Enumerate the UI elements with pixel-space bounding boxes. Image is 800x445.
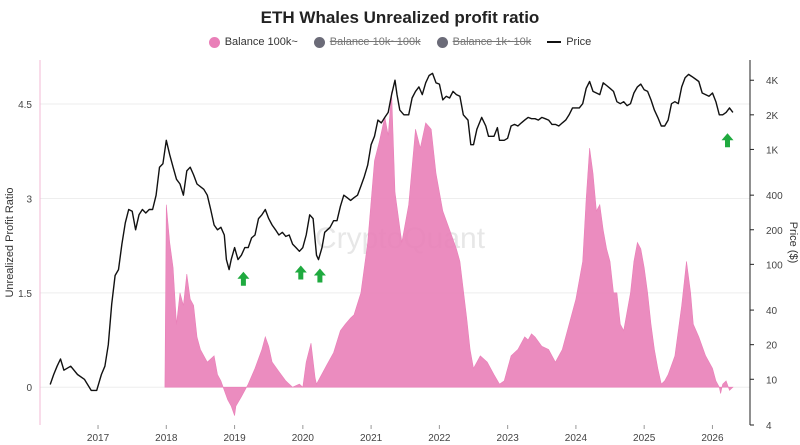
y-left-tick-label: 3 — [26, 194, 32, 205]
x-tick-label: 2020 — [292, 433, 315, 444]
y-right-tick-label: 4K — [766, 76, 779, 87]
legend-dot-icon — [208, 36, 220, 48]
chart-title: ETH Whales Unrealized profit ratio — [260, 8, 540, 27]
x-tick-label: 2017 — [87, 433, 110, 444]
x-tick-label: 2022 — [428, 433, 451, 444]
y-right-tick-label: 400 — [766, 191, 783, 202]
x-tick-label: 2024 — [565, 433, 588, 444]
x-tick-label: 2018 — [155, 433, 178, 444]
y-right-tick-label: 40 — [766, 306, 778, 317]
legend-label: Balance 10k~100k — [329, 36, 421, 48]
y-right-tick-label: 10 — [766, 375, 778, 386]
arrow-up-icon — [237, 271, 250, 286]
y-right-tick-label: 200 — [766, 226, 783, 237]
x-tick-label: 2025 — [633, 433, 656, 444]
y-axis-right-title: Price ($) — [787, 222, 799, 264]
y-right-tick-label: 4 — [766, 421, 772, 432]
y-left-tick-label: 0 — [26, 383, 32, 394]
price-line — [49, 72, 734, 392]
y-right-tick-label: 2K — [766, 111, 779, 122]
y-left-tick-label: 1.5 — [18, 289, 32, 300]
legend-label: Balance 1k~10k — [452, 36, 532, 48]
y-right-tick-label: 100 — [766, 260, 783, 271]
legend-item-balance-100k[interactable]: Balance 100k~ — [208, 36, 298, 48]
y-right-tick-label: 1K — [766, 145, 779, 156]
legend-dot-icon — [436, 36, 448, 48]
x-tick-label: 2023 — [497, 433, 520, 444]
legend-item-price[interactable]: Price — [547, 36, 591, 48]
arrow-up-icon — [313, 268, 326, 283]
x-tick-label: 2026 — [701, 433, 724, 444]
y-left-tick-label: 4.5 — [18, 100, 32, 111]
x-tick-label: 2021 — [360, 433, 383, 444]
y-right-tick-label: 20 — [766, 341, 778, 352]
legend-dot-icon — [313, 36, 325, 48]
legend-item-balance-10k-100k[interactable]: Balance 10k~100k — [313, 36, 421, 48]
arrow-up-icon — [721, 133, 734, 148]
legend-label: Balance 100k~ — [224, 36, 298, 48]
legend-line-icon — [547, 41, 562, 43]
legend-item-balance-1k-10k[interactable]: Balance 1k~10k — [436, 36, 532, 48]
legend-label: Price — [566, 36, 592, 48]
x-tick-label: 2019 — [223, 433, 246, 444]
legend: Balance 100k~ Balance 10k~100k Balance 1… — [0, 36, 800, 48]
area-series-balance-100k — [164, 91, 734, 416]
arrow-up-icon — [294, 265, 307, 280]
y-axis-left-title: Unrealized Profit Ratio — [4, 187, 16, 297]
